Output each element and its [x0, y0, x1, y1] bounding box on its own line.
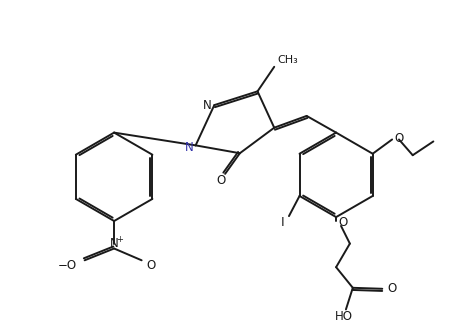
- Text: N: N: [184, 141, 193, 154]
- Text: HO: HO: [335, 310, 353, 323]
- Text: O: O: [387, 282, 396, 295]
- Text: O: O: [338, 216, 347, 229]
- Text: CH₃: CH₃: [277, 55, 298, 65]
- Text: O: O: [394, 132, 403, 145]
- Text: +: +: [117, 235, 124, 244]
- Text: I: I: [280, 216, 284, 229]
- Text: O: O: [217, 174, 226, 187]
- Text: O: O: [146, 259, 156, 272]
- Text: N: N: [203, 99, 212, 112]
- Text: −O: −O: [58, 259, 77, 272]
- Text: N: N: [110, 237, 119, 250]
